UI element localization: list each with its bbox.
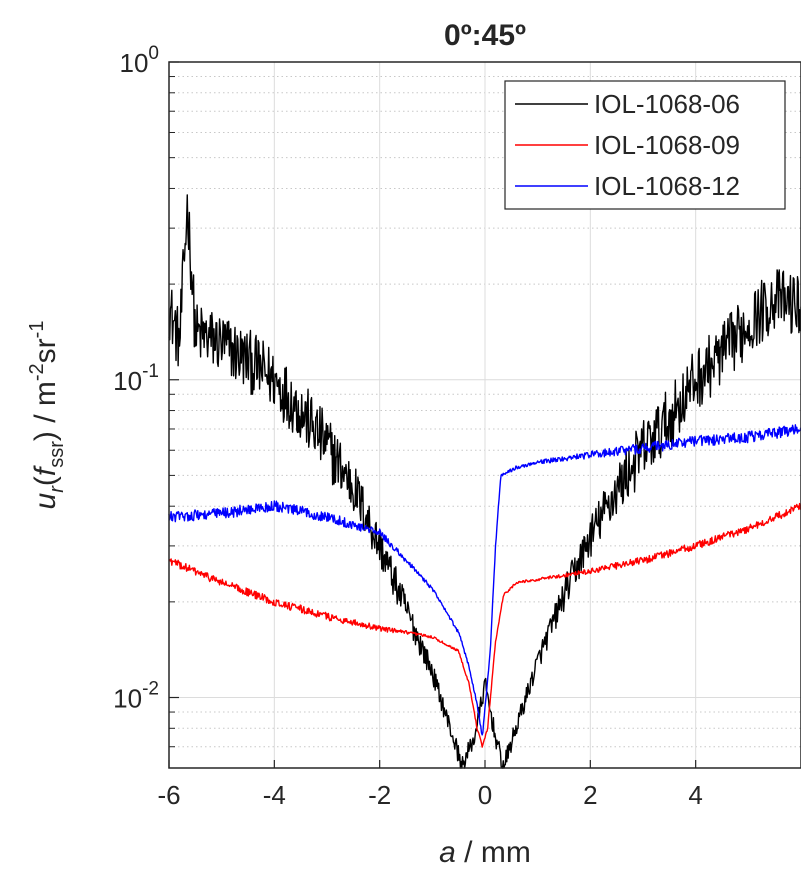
y-tick-label: 10-1 (113, 361, 159, 396)
y-label-u: u (29, 492, 62, 509)
y-tick-label-base: 10 (113, 366, 142, 396)
y-tick-label-exp: 0 (148, 43, 159, 64)
legend-label-06: IOL-1068-06 (594, 89, 740, 119)
y-label-sub-r: r (46, 485, 68, 493)
y-label-sub-ssr: ssr (46, 441, 68, 468)
legend: IOL-1068-06 IOL-1068-09 IOL-1068-12 (504, 80, 786, 210)
x-tick-label: -6 (157, 780, 180, 810)
y-axis-label: ur(fssr) / m-2sr-1 (26, 321, 68, 510)
legend-label-12: IOL-1068-12 (594, 171, 740, 201)
series-line (168, 194, 801, 769)
x-tick-label: -2 (368, 780, 391, 810)
y-tick-label-base: 10 (113, 684, 142, 714)
y-label-paren-open: ( (29, 476, 62, 486)
y-label-sr: sr (29, 338, 62, 363)
chart-title: 0º:45º (444, 19, 526, 52)
series-line (168, 502, 801, 748)
y-label-f: f (29, 465, 62, 476)
x-tick-label: -4 (263, 780, 286, 810)
series-layer (168, 194, 801, 769)
y-tick-label-exp: -1 (142, 361, 159, 382)
x-tick-label: 4 (688, 780, 702, 810)
y-label-exp2: -1 (26, 321, 48, 339)
legend-label-09: IOL-1068-09 (594, 130, 740, 160)
y-label-exp1: -2 (26, 363, 48, 381)
x-axis-label: a / mm (439, 836, 531, 869)
y-label-unit: / m (29, 381, 62, 431)
x-tick-label: 2 (583, 780, 597, 810)
y-tick-label: 100 (120, 43, 160, 78)
y-tick-label: 10-2 (113, 679, 159, 714)
y-tick-label-exp: -2 (142, 679, 159, 700)
x-axis-label-var: a (439, 836, 456, 869)
y-tick-label-base: 10 (120, 48, 149, 78)
x-tick-label: 0 (478, 780, 492, 810)
y-label-paren-close: ) (29, 431, 62, 441)
series-line (168, 424, 801, 736)
x-axis-label-unit: / mm (456, 836, 531, 869)
